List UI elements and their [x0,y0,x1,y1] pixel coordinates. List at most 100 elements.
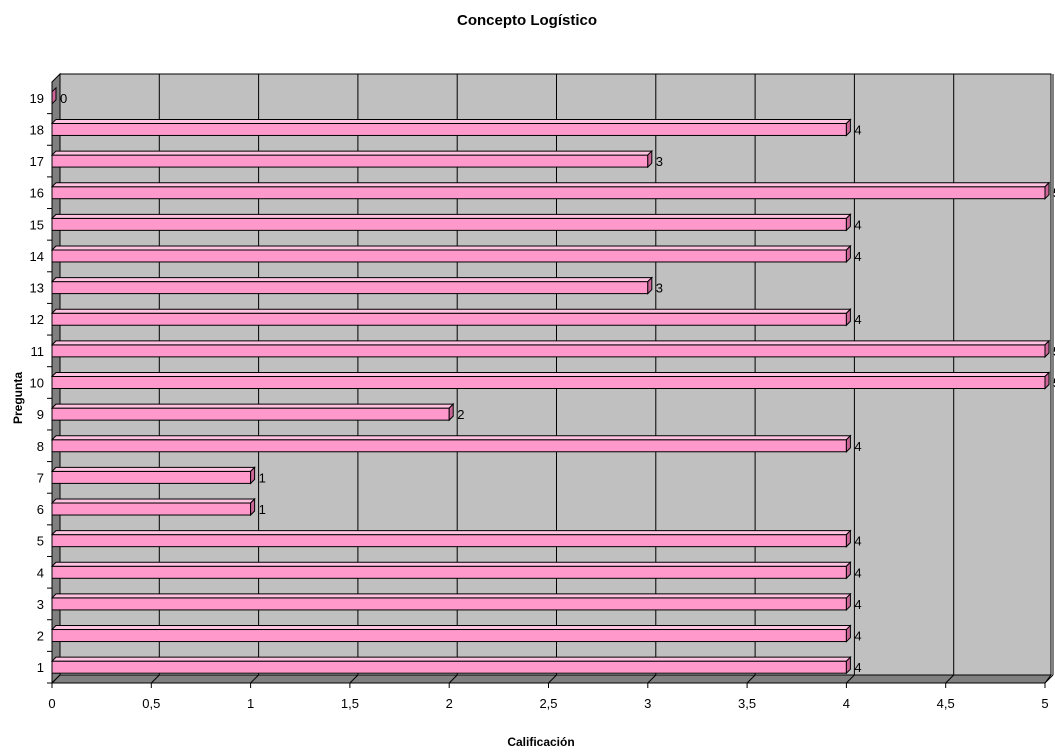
bar-top [50,277,654,283]
bar-12 [50,308,852,327]
bar-side [845,244,851,264]
bar-side [845,434,851,453]
bar-side [845,624,851,643]
bar-top [50,466,256,472]
bar-side [845,529,851,548]
y-tick-label: 17 [30,154,44,169]
x-tick-label: 4 [843,696,850,711]
data-label: 4 [854,439,861,454]
bar-top [50,593,852,599]
floor-gridline [150,674,160,684]
bar-16 [50,181,1051,200]
bar-side [1044,339,1050,359]
bar-front [51,407,450,421]
bars [50,86,1051,675]
bar-front [51,376,1046,389]
bar-side [845,561,851,580]
bar-front [51,597,847,611]
x-tick-label: 1 [247,696,254,711]
data-label: 4 [854,122,861,137]
floor-gridline [945,674,955,684]
bar-side [647,149,653,169]
bar-side [845,118,851,137]
x-tick-label: 1,5 [341,696,359,711]
x-tick-label: 2,5 [539,696,557,711]
bar-front [51,629,847,643]
y-tick-label: 11 [31,344,45,359]
floor-gridline [250,674,259,684]
y-tick-label: 15 [30,217,44,232]
y-tick-label: 8 [37,439,44,454]
bar-front [51,344,1046,358]
y-tick-label: 7 [37,470,44,485]
bar-15 [50,213,852,232]
data-label: 4 [854,597,861,612]
data-label: 0 [60,91,67,106]
bar-top [50,340,1051,346]
bar-18 [50,118,852,137]
bar-front [51,122,847,136]
bar-front [51,312,847,326]
x-tick-label: 3,5 [738,696,756,711]
data-label: 3 [656,154,663,169]
bar-side [250,466,256,485]
data-label: 5 [1053,186,1055,201]
bar-19 [51,86,57,106]
bar-top [50,372,1051,377]
data-label: 4 [854,534,861,549]
bar-front [51,439,847,453]
y-tick-label: 16 [30,186,44,201]
chart-title: Concepto Logístico [457,12,597,29]
floor-gridline [548,674,557,684]
y-tick-label: 4 [37,565,44,580]
bar-top [50,403,455,409]
bar-11 [50,339,1051,359]
bar-top [50,245,852,251]
data-label: 4 [854,660,861,675]
bar-6 [50,497,256,517]
bar-side [250,497,256,517]
x-tick-label: 5 [1041,696,1048,711]
x-tick-labels: 0 0,5 1 1,5 2 2,5 3 3,5 4 4,5 5 [48,696,1048,711]
y-tick-label: 12 [30,312,44,327]
x-tick-label: 3 [644,696,651,711]
bar-14 [50,244,852,264]
y-tick-label: 6 [37,502,44,517]
y-tick-label: 13 [30,281,44,296]
bar-front [51,186,1046,200]
y-tick-label: 3 [37,597,44,612]
data-label: 2 [457,407,464,422]
bar-top [50,308,852,314]
floor-gridline [448,674,458,684]
data-label: 5 [1053,344,1055,359]
x-tick-label: 4,5 [937,696,955,711]
data-labels: 4 4 4 4 4 1 1 4 2 5 5 4 3 4 4 5 3 4 0 [60,91,1055,675]
x-tick-label: 2 [446,696,453,711]
bar-front [51,660,847,674]
y-tick-label: 2 [37,629,44,644]
bar-8 [50,434,852,453]
plot-floor [50,674,1052,684]
bar-front [51,154,649,168]
bar-7 [50,466,256,485]
bar-front [51,249,847,263]
y-tick-label: 19 [30,91,44,106]
bar-3 [50,592,852,612]
bar-top [50,498,256,504]
data-label: 3 [656,281,663,296]
bar-5 [50,529,852,548]
y-tick-label: 1 [37,660,44,675]
bar-top [50,625,852,631]
bar-top [50,213,852,219]
bar-front [51,565,847,579]
x-tick-label: 0,5 [142,696,160,711]
bar-top [50,561,852,567]
bar-top [50,656,852,662]
x-axis-title: Calificación [507,735,574,749]
data-label: 4 [854,565,861,580]
data-label: 4 [854,217,861,232]
data-label: 4 [854,629,861,644]
floor-gridline [846,674,855,684]
y-axis-title: Pregunta [11,372,25,424]
